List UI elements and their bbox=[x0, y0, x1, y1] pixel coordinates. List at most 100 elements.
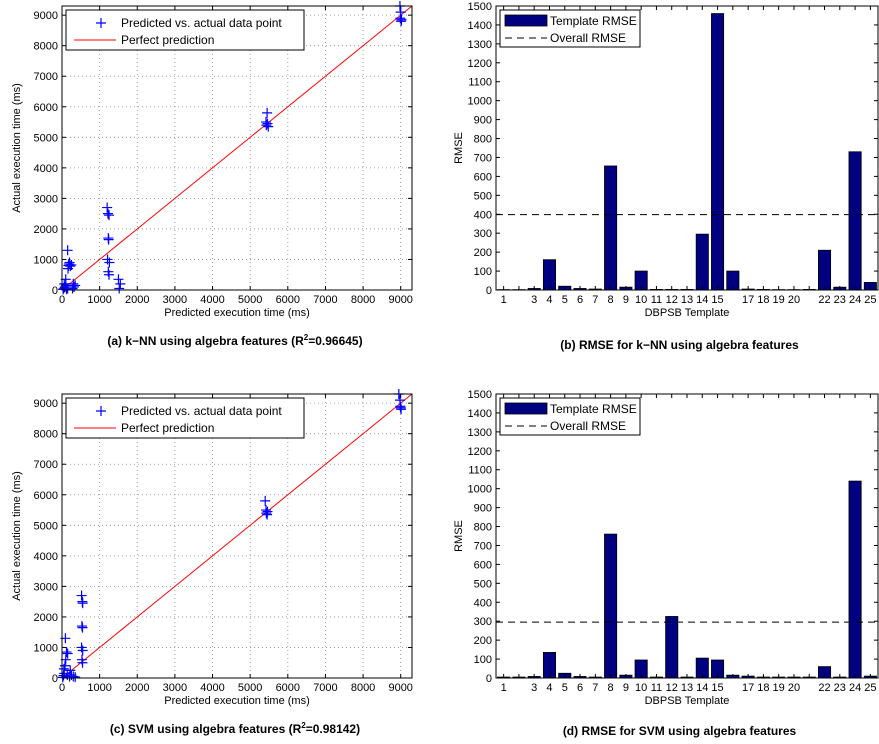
chart-c-data-point bbox=[62, 648, 73, 659]
chart-b-ytick-label: 600 bbox=[474, 171, 492, 183]
chart-c-y-axis-label: Actual execution time (ms) bbox=[11, 471, 23, 601]
chart-b-legend-label-overall: Overall RMSE bbox=[550, 31, 626, 45]
chart-a-ytick-label: 4000 bbox=[34, 163, 58, 175]
chart-b-xtick-label: 19 bbox=[773, 294, 785, 306]
chart-b-legend-bar-marker bbox=[504, 14, 548, 27]
chart-c-ytick-label: 2000 bbox=[34, 612, 58, 624]
chart-a-data-point bbox=[113, 274, 124, 285]
chart-a-data-point bbox=[115, 278, 126, 289]
chart-a-data-point bbox=[70, 280, 81, 291]
chart-b-xtick-label: 24 bbox=[849, 294, 861, 306]
chart-d-ytick-label: 400 bbox=[474, 597, 492, 609]
chart-d-xtick-label: 7 bbox=[592, 682, 598, 694]
chart-c-legend-label-line: Perfect prediction bbox=[121, 421, 214, 435]
chart-a-data-point bbox=[63, 259, 74, 270]
chart-d-legend-label-overall: Overall RMSE bbox=[550, 419, 626, 433]
chart-c: 0 1000 2000 3000 4000 5000 6000 7000 8000 9000 0 10… bbox=[0, 388, 430, 744]
chart-a-perfect-line bbox=[61, 5, 413, 291]
chart-b-xtick-label: 5 bbox=[562, 294, 568, 306]
chart-b-ytick-label: 500 bbox=[474, 190, 492, 202]
chart-b-xtick-label: 15 bbox=[711, 294, 723, 306]
chart-a-data-point bbox=[262, 107, 273, 118]
chart-c-ytick-label: 8000 bbox=[34, 429, 58, 441]
chart-a-xtick-label: 2000 bbox=[125, 294, 149, 306]
chart-a-xtick-label: 1000 bbox=[87, 294, 111, 306]
chart-b-bar bbox=[604, 165, 618, 291]
chart-a-x-axis-label: Predicted execution time (ms) bbox=[164, 307, 310, 319]
chart-d-xtick-label: 12 bbox=[666, 682, 678, 694]
chart-d-xtick-label: 13 bbox=[681, 682, 693, 694]
chart-c-xtick-label: 3000 bbox=[163, 682, 187, 694]
chart-b-ytick-label: 400 bbox=[474, 209, 492, 221]
chart-d-xtick-label: 10 bbox=[635, 682, 647, 694]
chart-b-xtick-label: 3 bbox=[531, 294, 537, 306]
chart-b-xtick-label: 7 bbox=[592, 294, 598, 306]
chart-c-ytick-label: 6000 bbox=[34, 490, 58, 502]
chart-b-bar bbox=[848, 151, 862, 291]
chart-a-xtick-label: 0 bbox=[59, 294, 65, 306]
chart-d-y-axis-label: RMSE bbox=[453, 520, 465, 552]
caption-a: (a) k−NN using algebra features (R2=0.96… bbox=[107, 333, 363, 348]
chart-a-ytick-label: 6000 bbox=[34, 102, 58, 114]
chart-c-data-point bbox=[57, 672, 68, 683]
chart-b-xtick-label: 17 bbox=[742, 294, 754, 306]
chart-c-legend-box bbox=[65, 397, 305, 439]
chart-a-xtick-label: 7000 bbox=[313, 294, 337, 306]
chart-c-ytick-label: 5000 bbox=[34, 520, 58, 532]
chart-a-ytick-label: 0 bbox=[52, 285, 58, 297]
chart-d-xtick-label: 6 bbox=[577, 682, 583, 694]
chart-c-ytick-label: 4000 bbox=[34, 551, 58, 563]
chart-a-ytick-label: 1000 bbox=[34, 254, 58, 266]
chart-d-x-axis-label: DBPSB Template bbox=[645, 695, 730, 707]
chart-c-xtick-label: 9000 bbox=[388, 682, 412, 694]
chart-b-ytick-label: 300 bbox=[474, 228, 492, 240]
chart-c-data-point bbox=[77, 598, 88, 609]
chart-b-xtick-label: 10 bbox=[635, 294, 647, 306]
chart-a: 0 1000 2000 3000 4000 5000 6000 7000 8000 9000 0 10… bbox=[0, 0, 430, 360]
chart-c-svg: 0 1000 2000 3000 4000 5000 6000 7000 8000 9000 0 10… bbox=[11, 389, 413, 707]
chart-b-xtick-label: 8 bbox=[608, 294, 614, 306]
chart-b-ytick-label: 1100 bbox=[468, 77, 492, 89]
chart-a-data-point bbox=[104, 269, 115, 280]
chart-b-xtick-label: 18 bbox=[757, 294, 769, 306]
chart-c-data-point bbox=[260, 495, 271, 506]
chart-d-xtick-label: 14 bbox=[696, 682, 708, 694]
chart-d-ytick-label: 500 bbox=[474, 578, 492, 590]
chart-c-legend-point-marker bbox=[96, 406, 106, 416]
chart-a-data-point bbox=[102, 208, 113, 219]
chart-d-xtick-label: 17 bbox=[742, 682, 754, 694]
chart-a-ytick-label: 5000 bbox=[34, 132, 58, 144]
chart-a-ytick-label: 9000 bbox=[34, 10, 58, 22]
chart-d-xtick-label: 5 bbox=[562, 682, 568, 694]
chart-b-axes-box bbox=[495, 5, 879, 291]
chart-b-xtick-label: 14 bbox=[696, 294, 708, 306]
chart-a-legend-label-line: Perfect prediction bbox=[121, 33, 214, 47]
chart-d-ytick-label: 1300 bbox=[468, 427, 492, 439]
chart-b-xtick-label: 23 bbox=[834, 294, 846, 306]
chart-d-ytick-label: 800 bbox=[474, 522, 492, 534]
chart-d-legend-bar-marker bbox=[504, 402, 548, 415]
chart-c-xtick-label: 5000 bbox=[238, 682, 262, 694]
chart-b-ytick-label: 100 bbox=[474, 266, 492, 278]
chart-d-xtick-label: 15 bbox=[711, 682, 723, 694]
chart-a-data-point bbox=[61, 284, 72, 295]
chart-c-ytick-label: 7000 bbox=[34, 459, 58, 471]
chart-c-xtick-label: 6000 bbox=[276, 682, 300, 694]
chart-a-ytick-label: 8000 bbox=[34, 41, 58, 53]
chart-c-ytick-label: 9000 bbox=[34, 398, 58, 410]
chart-a-data-point bbox=[62, 245, 73, 256]
chart-b-ytick-label: 1000 bbox=[468, 96, 492, 108]
chart-c-data-point bbox=[68, 671, 79, 682]
chart-d-ytick-label: 900 bbox=[474, 503, 492, 515]
chart-b-ytick-label: 1400 bbox=[468, 20, 492, 32]
chart-c-data-point bbox=[77, 645, 88, 656]
chart-b: 0 100 200 300 400 500 600 700 800 900 1000 1100 1200… bbox=[450, 0, 879, 360]
chart-b-xtick-label: 6 bbox=[577, 294, 583, 306]
chart-b-xtick-label: 9 bbox=[623, 294, 629, 306]
chart-c-data-point bbox=[77, 657, 88, 668]
chart-c-ytick-label: 0 bbox=[52, 673, 58, 685]
chart-b-svg: 0 100 200 300 400 500 600 700 800 900 1000 1100 1200… bbox=[453, 1, 879, 319]
chart-d-bar bbox=[848, 480, 862, 679]
chart-d-xtick-label: 18 bbox=[757, 682, 769, 694]
chart-c-xtick-label: 8000 bbox=[351, 682, 375, 694]
